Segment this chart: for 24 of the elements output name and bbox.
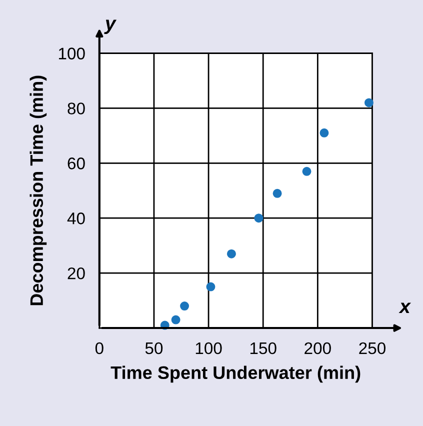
- x-tick-label: 250: [359, 342, 386, 354]
- point: [320, 128, 329, 138]
- x-tick-label: 150: [250, 342, 276, 354]
- y-tick-label: 40: [67, 212, 85, 224]
- point: [226, 249, 236, 258]
- y-tick-label: 100: [58, 48, 85, 60]
- point: [364, 98, 374, 108]
- point: [206, 282, 216, 292]
- point: [272, 188, 282, 198]
- x-tick-label: 200: [304, 342, 331, 354]
- x-axis-title: Time Spent Underwater (min): [110, 366, 360, 383]
- y-tick-label: 80: [68, 102, 85, 114]
- point: [254, 214, 264, 223]
- y-tick-label: 60: [68, 158, 85, 170]
- text: x: [398, 302, 412, 313]
- x-tick-label: 100: [196, 342, 222, 354]
- y-tick-label: 20: [68, 267, 85, 280]
- point: [302, 166, 312, 176]
- point: [171, 315, 180, 324]
- x-tick-label: 50: [145, 342, 163, 354]
- text: y: [104, 20, 117, 34]
- x-tick-label: 0: [95, 342, 104, 354]
- point: [180, 302, 190, 311]
- y-axis-title: Decompression Time (min): [30, 76, 47, 306]
